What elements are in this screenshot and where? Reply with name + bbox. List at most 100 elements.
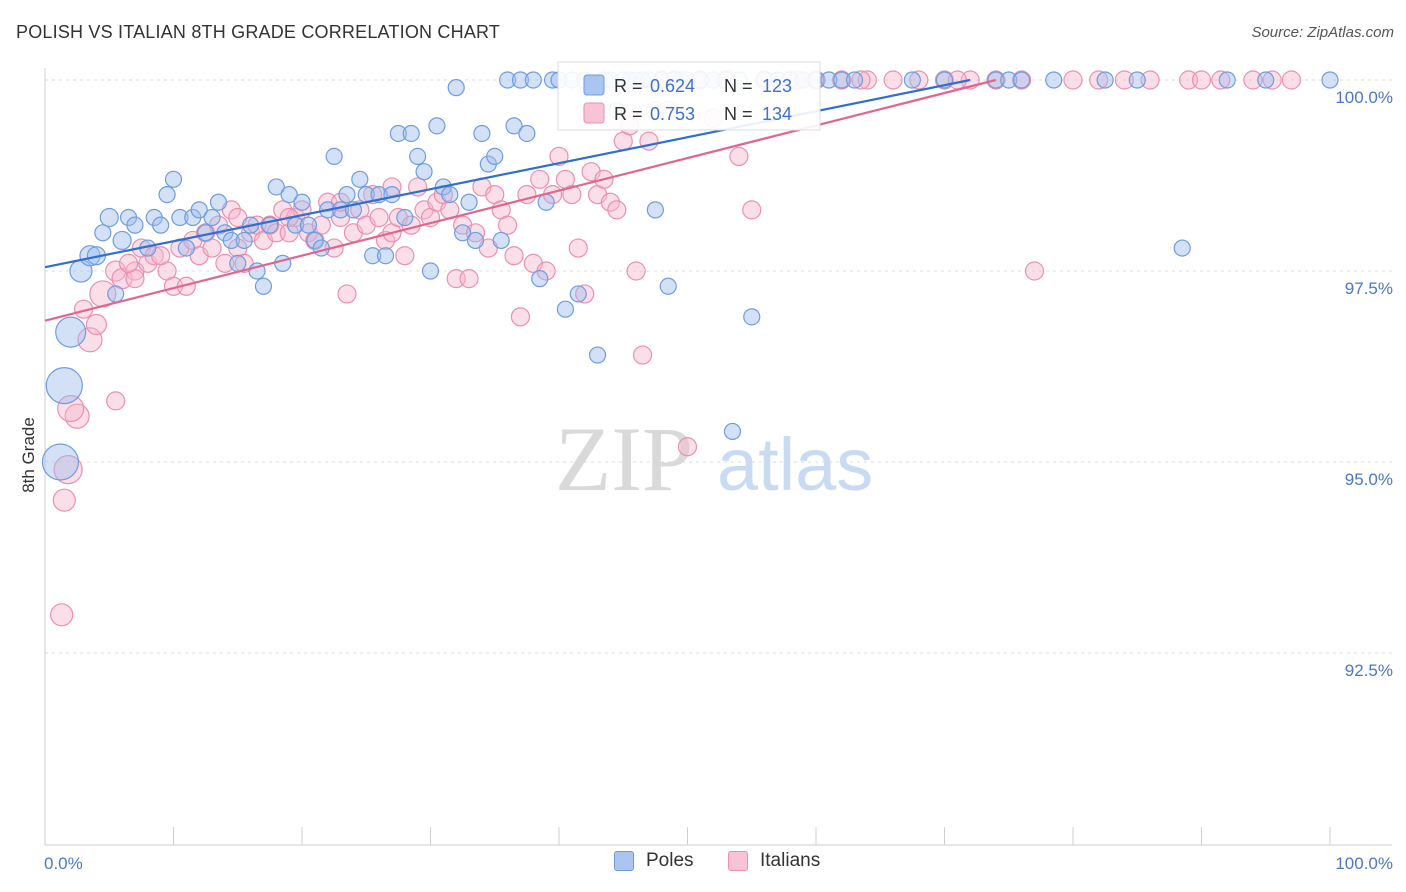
poles-point-7 — [94, 224, 112, 242]
italians-point-114 — [1191, 70, 1212, 90]
poles-point-61 — [454, 224, 472, 242]
poles-point-82 — [588, 346, 607, 364]
poles-point-9 — [112, 230, 132, 251]
poles-point-100 — [723, 422, 742, 441]
poles-r-value: 0.624 — [650, 76, 695, 96]
stats-legend: R = 0.624 N = 123 R = 0.753 N = 134 — [557, 61, 821, 131]
poles-point-15 — [158, 186, 176, 204]
poles-point-33 — [274, 254, 292, 272]
poles-point-117 — [1096, 71, 1114, 89]
bottom-legend: Poles Italians — [0, 850, 1406, 880]
poles-point-1 — [41, 443, 80, 481]
poles-point-17 — [171, 208, 189, 227]
italians-point-22 — [215, 253, 235, 273]
italians-point-93 — [677, 437, 698, 457]
italians-point-116 — [1243, 70, 1263, 90]
poles-n-value: 123 — [762, 76, 792, 96]
italians-point-67 — [504, 246, 524, 266]
poles-point-115 — [1012, 71, 1031, 89]
poles-point-66 — [486, 147, 504, 165]
poles-point-23 — [209, 193, 228, 211]
poles-point-26 — [229, 254, 247, 272]
x-tick-label-1: 100.0% — [1335, 854, 1393, 873]
poles-point-39 — [312, 239, 330, 257]
poles-point-11 — [126, 216, 144, 234]
tick-labels: 92.5% 95.0% 97.5% 100.0% 0.0% 100.0% — [44, 88, 1393, 873]
poles-point-27 — [235, 231, 253, 250]
italians-point-78 — [575, 284, 595, 304]
italians-swatch — [583, 102, 605, 124]
poles-point-32 — [267, 178, 285, 196]
poles-point-25 — [222, 231, 240, 250]
italians-point-20 — [202, 238, 222, 258]
watermark-atlas: atlas — [717, 423, 873, 506]
poles-point-30 — [254, 277, 273, 295]
y-tick-label-2: 97.5% — [1345, 279, 1393, 298]
poles-point-111 — [903, 71, 921, 89]
legend-poles-label: Poles — [646, 850, 694, 871]
italians-point-88 — [639, 131, 659, 151]
poles-point-45 — [351, 170, 369, 188]
poles-point-8 — [99, 207, 119, 228]
italians-point-4 — [57, 394, 85, 423]
poles-point-16 — [164, 170, 183, 188]
poles-point-70 — [511, 71, 530, 89]
italians-r-value: 0.753 — [650, 104, 695, 124]
poles-swatch — [583, 74, 605, 96]
italians-point-98 — [742, 200, 762, 220]
poles-point-121 — [1218, 71, 1236, 89]
poles-point-0 — [45, 367, 83, 405]
italians-point-111 — [1089, 70, 1109, 90]
poles-point-74 — [537, 193, 555, 211]
poles-point-54 — [409, 147, 427, 165]
y-tick-label-1: 95.0% — [1345, 470, 1393, 489]
italians-point-87 — [632, 345, 653, 365]
poles-point-63 — [466, 231, 485, 250]
poles-point-43 — [338, 186, 356, 204]
poles-point-79 — [569, 285, 587, 303]
chart-title: POLISH VS ITALIAN 8TH GRADE CORRELATION … — [16, 22, 501, 42]
italians-point-77 — [568, 238, 588, 258]
poles-point-57 — [428, 117, 446, 135]
italians-point-37 — [311, 215, 331, 235]
italians-point-109 — [1024, 261, 1045, 281]
poles-point-64 — [473, 124, 491, 143]
gridlines — [45, 79, 1392, 654]
poles-point-91 — [646, 201, 664, 219]
x-tick-label-0: 0.0% — [44, 854, 83, 873]
poles-point-2 — [55, 316, 87, 348]
italians-point-6 — [85, 313, 108, 336]
poles-point-51 — [389, 124, 407, 143]
poles-point-77 — [556, 300, 575, 318]
italians-point-46 — [369, 207, 389, 228]
source-credit: Source: ZipAtlas.com — [1251, 24, 1394, 41]
italians-r-label: R = — [614, 104, 643, 124]
italians-point-118 — [106, 391, 126, 411]
poles-point-41 — [325, 147, 343, 165]
italians-points — [50, 70, 1302, 627]
italians-point-104 — [883, 70, 903, 90]
italians-point-97 — [729, 146, 749, 166]
italians-point-83 — [607, 200, 627, 220]
poles-point-102 — [743, 308, 761, 326]
italians-point-103 — [857, 70, 878, 90]
italians-n-value: 134 — [762, 104, 792, 124]
poles-point-62 — [460, 193, 478, 211]
poles-point-73 — [531, 270, 549, 288]
italians-point-41 — [337, 284, 357, 304]
italians-trend-line — [44, 78, 997, 322]
poles-point-22 — [203, 208, 221, 227]
italians-point-50 — [395, 246, 415, 266]
poles-r-label: R = — [614, 76, 643, 96]
poles-point-59 — [441, 186, 459, 204]
legend-poles-swatch — [614, 851, 634, 871]
italians-point-125 — [1262, 70, 1282, 90]
italians-point-74 — [549, 146, 569, 166]
poles-point-47 — [364, 247, 382, 265]
italians-point-0 — [50, 603, 74, 627]
italians-point-112 — [1114, 70, 1135, 90]
watermark-zip: ZIP — [555, 408, 693, 510]
poles-point-20 — [190, 201, 208, 219]
italians-point-5 — [77, 327, 103, 353]
